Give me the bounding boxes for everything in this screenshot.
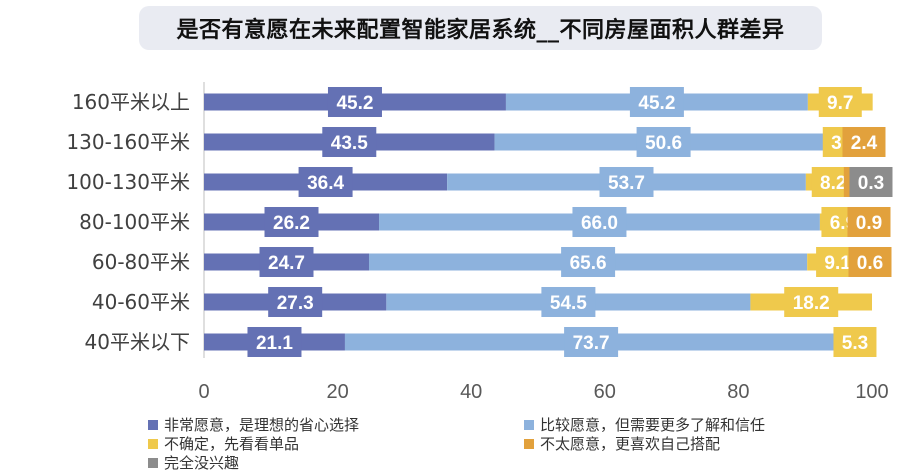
category-label: 100-130平米 — [66, 170, 190, 194]
data-label-box — [327, 87, 382, 117]
legend-label: 不太愿意，更喜欢自己搭配 — [540, 435, 721, 453]
legend-item: 不太愿意，更喜欢自己搭配 — [524, 433, 720, 454]
data-label-box — [784, 287, 839, 317]
data-label-box — [564, 327, 619, 357]
data-label: 0.3 — [858, 173, 884, 194]
category-label: 40-60平米 — [92, 290, 190, 314]
data-label-box — [842, 127, 886, 157]
data-label: 27.3 — [277, 293, 314, 314]
data-label: 50.6 — [645, 133, 682, 154]
x-tick-label: 60 — [594, 381, 616, 403]
data-label: 66.0 — [581, 213, 618, 234]
category-label: 40平米以下 — [85, 330, 190, 354]
chart-title: 是否有意愿在未来配置智能家居系统__不同房屋面积人群差异 — [139, 6, 822, 50]
data-label: 2.4 — [851, 133, 878, 154]
data-label: 54.5 — [550, 293, 587, 314]
data-label-box — [848, 247, 892, 277]
data-label-box — [561, 247, 616, 277]
data-label: 36.4 — [307, 173, 344, 194]
legend-item: 比较愿意，但需要更多了解和信任 — [524, 414, 765, 435]
data-label-box — [541, 287, 596, 317]
data-label: 73.7 — [573, 333, 610, 354]
data-label-box — [259, 247, 314, 277]
data-label-box — [268, 287, 323, 317]
data-label: 43.5 — [331, 133, 368, 154]
data-label-box — [629, 87, 684, 117]
legend-label: 完全没兴趣 — [164, 454, 240, 472]
data-label: 18.2 — [793, 293, 830, 314]
category-label: 60-80平米 — [92, 250, 190, 274]
legend-label: 非常愿意，是理想的省心选择 — [164, 416, 360, 434]
data-label-box — [818, 87, 862, 117]
data-label-box — [833, 327, 877, 357]
x-tick-label: 80 — [727, 381, 749, 403]
data-label: 9.7 — [827, 93, 853, 114]
data-label: 24.7 — [268, 253, 305, 274]
legend-swatch — [524, 438, 534, 449]
data-label-box — [572, 207, 627, 237]
data-label-box — [847, 207, 891, 237]
category-label: 80-100平米 — [79, 210, 190, 234]
legend-swatch — [148, 438, 158, 449]
data-label-box — [849, 167, 893, 197]
legend-item: 非常愿意，是理想的省心选择 — [148, 414, 359, 435]
data-label: 45.2 — [638, 93, 675, 114]
data-label: 21.1 — [256, 333, 293, 354]
x-tick-label: 20 — [326, 381, 348, 403]
legend-swatch — [148, 457, 158, 468]
data-label: 65.6 — [570, 253, 607, 274]
data-label: 8.2 — [820, 173, 846, 194]
data-label: 45.2 — [336, 93, 373, 114]
data-label-box — [322, 127, 377, 157]
x-tick-label: 100 — [855, 381, 888, 403]
data-label: 26.2 — [273, 213, 310, 234]
data-label-box — [298, 167, 353, 197]
data-label-box — [247, 327, 302, 357]
legend-label: 比较愿意，但需要更多了解和信任 — [540, 416, 766, 434]
data-label: 0.9 — [856, 213, 882, 234]
legend-swatch — [524, 419, 534, 430]
data-label: 53.7 — [608, 173, 645, 194]
legend-item: 不确定，先看看单品 — [148, 433, 299, 454]
data-label: 0.6 — [857, 253, 883, 274]
category-label: 160平米以上 — [72, 90, 190, 114]
category-label: 130-160平米 — [66, 130, 190, 154]
legend-swatch — [148, 419, 158, 430]
data-label: 5.3 — [842, 333, 868, 354]
data-label-box — [264, 207, 319, 237]
data-label-box — [636, 127, 691, 157]
data-label-box — [599, 167, 654, 197]
legend-label: 不确定，先看看单品 — [164, 435, 300, 453]
x-tick-label: 0 — [198, 381, 209, 403]
legend-item: 完全没兴趣 — [148, 452, 239, 473]
x-tick-label: 40 — [460, 381, 482, 403]
data-label: 9.1 — [824, 253, 851, 274]
